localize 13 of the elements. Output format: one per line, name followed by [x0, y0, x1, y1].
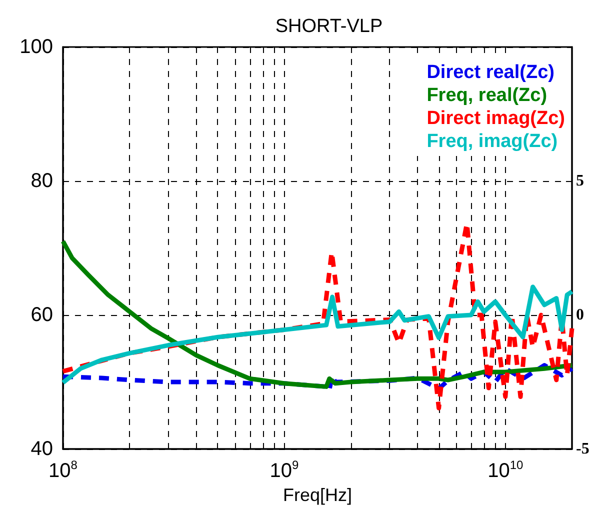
- y2-tick-label: -5: [576, 440, 590, 458]
- x-axis-title: Freq[Hz]: [282, 484, 352, 505]
- text: Direct imag(Zc): [426, 108, 566, 129]
- text: Freq, imag(Zc): [426, 131, 558, 152]
- y-tick-label: 60: [30, 304, 53, 326]
- y2-tick-label: 5: [576, 172, 584, 190]
- text: Direct real(Zc): [426, 62, 554, 83]
- y-tick-label: 100: [20, 36, 53, 58]
- y2-tick-label: 0: [576, 306, 584, 324]
- chart-title: SHORT-VLP: [275, 16, 383, 37]
- text: Freq, real(Zc): [426, 85, 548, 106]
- y-tick-label: 80: [30, 170, 53, 192]
- y-tick-label: 40: [30, 438, 53, 460]
